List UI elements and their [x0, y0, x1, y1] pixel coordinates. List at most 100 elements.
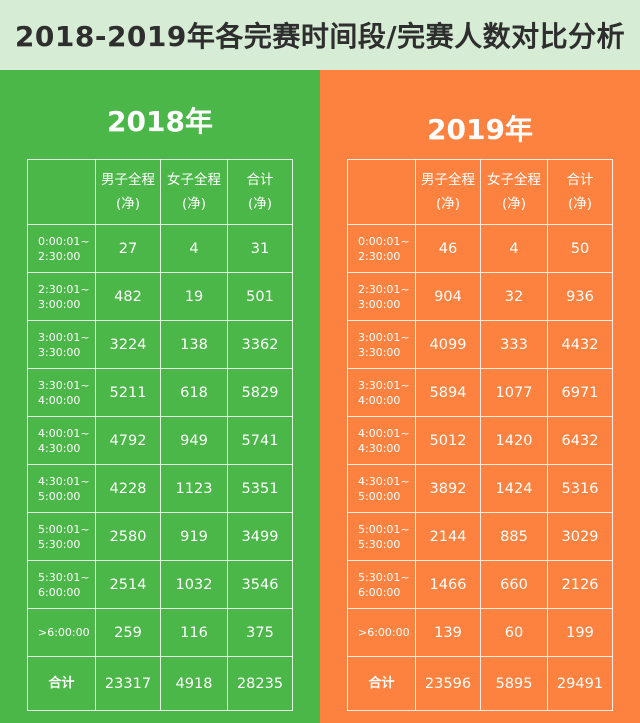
value-cell: 1420 — [480, 416, 548, 465]
value-cell: 919 — [160, 512, 228, 561]
value-cell: 3546 — [227, 560, 293, 609]
time-range-cell: 5:30:01~ 6:00:00 — [27, 560, 96, 609]
time-range-start: 3:00:01~ — [358, 330, 410, 344]
time-range-cell: 3:30:01~ 4:00:00 — [347, 368, 416, 417]
value-cell: 32 — [480, 272, 548, 321]
value-cell: 138 — [160, 320, 228, 369]
total-label: 合计 — [27, 656, 96, 711]
value-cell: 46 — [415, 224, 481, 273]
time-range-start: 5:30:01~ — [38, 570, 90, 584]
value-cell: 3892 — [415, 464, 481, 513]
corner-cell — [27, 159, 96, 225]
table-row: 2:30:01~ 3:00:00 482 19 501 — [27, 272, 293, 321]
panel-year-title: 2018年 — [107, 105, 213, 138]
time-range-end: 3:00:00 — [38, 297, 81, 311]
page-header: 2018-2019年各完赛时间段/完赛人数对比分析 — [0, 0, 640, 70]
table-header-row: 男子全程 (净) 女子全程 (净) 合计 (净) — [27, 159, 293, 225]
value-cell: 1466 — [415, 560, 481, 609]
table-row: 3:30:01~ 4:00:00 5211 618 5829 — [27, 368, 293, 417]
page-title: 2018-2019年各完赛时间段/完赛人数对比分析 — [14, 20, 626, 53]
panel-2019: 2019年 男子全程 (净) 女子全程 (净) 合计 (净) 0:00:01~ 2:30:0… — [320, 70, 640, 723]
value-cell: 50 — [547, 224, 613, 273]
time-range-start: 5:00:01~ — [358, 522, 410, 536]
column-header-line2: (净) — [501, 196, 527, 212]
table-row: 3:00:01~ 3:30:00 4099 333 4432 — [347, 320, 613, 369]
value-cell: 6971 — [547, 368, 613, 417]
value-cell: 5741 — [227, 416, 293, 465]
time-range-cell: 5:30:01~ 6:00:00 — [347, 560, 416, 609]
table-row: 0:00:01~ 2:30:00 46 4 50 — [347, 224, 613, 273]
time-range-end: 5:00:00 — [38, 489, 81, 503]
column-header: 女子全程 (净) — [160, 159, 228, 225]
value-cell: 2144 — [415, 512, 481, 561]
time-range-end: 4:00:00 — [358, 393, 401, 407]
value-cell: 949 — [160, 416, 228, 465]
column-header: 合计 (净) — [547, 159, 613, 225]
panel-2018: 2018年 男子全程 (净) 女子全程 (净) 合计 (净) 0:00:01~ 2:30:0… — [0, 70, 320, 723]
value-cell: 1032 — [160, 560, 228, 609]
value-cell: 116 — [160, 608, 228, 657]
value-cell: 885 — [480, 512, 548, 561]
time-range-end: 2:30:00 — [38, 249, 81, 263]
time-range-start: 3:00:01~ — [38, 330, 90, 344]
time-range-start: 4:00:01~ — [358, 426, 410, 440]
column-header-line1: 男子全程 — [101, 172, 155, 188]
column-header-line1: 女子全程 — [487, 172, 541, 188]
time-range-cell: 3:00:01~ 3:30:00 — [27, 320, 96, 369]
table-row: >6:00:00 139 60 199 — [347, 608, 613, 657]
value-cell: 19 — [160, 272, 228, 321]
time-range-cell: 4:00:01~ 4:30:00 — [27, 416, 96, 465]
table-row: 2:30:01~ 3:00:00 904 32 936 — [347, 272, 613, 321]
table-row: 3:00:01~ 3:30:00 3224 138 3362 — [27, 320, 293, 369]
time-range-end: 6:00:00 — [358, 585, 401, 599]
table-row: 5:00:01~ 5:30:00 2144 885 3029 — [347, 512, 613, 561]
table-row: 4:00:01~ 4:30:00 4792 949 5741 — [27, 416, 293, 465]
table-row: 4:30:01~ 5:00:00 3892 1424 5316 — [347, 464, 613, 513]
time-range-cell: 4:30:01~ 5:00:00 — [347, 464, 416, 513]
time-range-end: 3:30:00 — [358, 345, 401, 359]
column-header-line2: (净) — [247, 196, 273, 212]
table-row: 4:30:01~ 5:00:00 4228 1123 5351 — [27, 464, 293, 513]
value-cell: 5829 — [227, 368, 293, 417]
time-range-start: 4:30:01~ — [38, 474, 90, 488]
value-cell: 5316 — [547, 464, 613, 513]
value-cell: 904 — [415, 272, 481, 321]
time-range-start: 2:30:01~ — [38, 282, 90, 296]
time-range-end: 4:00:00 — [38, 393, 81, 407]
table-row: 0:00:01~ 2:30:00 27 4 31 — [27, 224, 293, 273]
column-header-line1: 男子全程 — [421, 172, 475, 188]
total-value-cell: 29491 — [547, 656, 613, 711]
value-cell: 3362 — [227, 320, 293, 369]
value-cell: 1424 — [480, 464, 548, 513]
time-range-start: 5:30:01~ — [358, 570, 410, 584]
table-row: 4:00:01~ 4:30:00 5012 1420 6432 — [347, 416, 613, 465]
value-cell: 501 — [227, 272, 293, 321]
time-range-cell: 2:30:01~ 3:00:00 — [347, 272, 416, 321]
time-range-cell: 5:00:01~ 5:30:00 — [347, 512, 416, 561]
value-cell: 1123 — [160, 464, 228, 513]
time-range-end: 4:30:00 — [38, 441, 81, 455]
time-range-end: 3:30:00 — [38, 345, 81, 359]
time-range-cell: 2:30:01~ 3:00:00 — [27, 272, 96, 321]
value-cell: 482 — [95, 272, 161, 321]
results-table: 男子全程 (净) 女子全程 (净) 合计 (净) 0:00:01~ 2:30:00 46 4 50… — [347, 159, 613, 711]
value-cell: 3499 — [227, 512, 293, 561]
time-range-start: 0:00:01~ — [358, 234, 410, 248]
value-cell: 4792 — [95, 416, 161, 465]
total-row: 合计 23596 5895 29491 — [347, 656, 613, 711]
column-header: 合计 (净) — [227, 159, 293, 225]
time-range-end: 5:00:00 — [358, 489, 401, 503]
value-cell: 1077 — [480, 368, 548, 417]
time-range-start: 4:00:01~ — [38, 426, 90, 440]
table-row: 5:00:01~ 5:30:00 2580 919 3499 — [27, 512, 293, 561]
time-range-cell: 4:00:01~ 4:30:00 — [347, 416, 416, 465]
value-cell: 199 — [547, 608, 613, 657]
value-cell: 3224 — [95, 320, 161, 369]
time-range-end: 6:00:00 — [38, 585, 81, 599]
time-range-cell: >6:00:00 — [27, 608, 96, 657]
time-range-cell: 3:00:01~ 3:30:00 — [347, 320, 416, 369]
panel-year-title: 2019年 — [427, 113, 533, 146]
column-header-line2: (净) — [115, 196, 141, 212]
time-range-end: 4:30:00 — [358, 441, 401, 455]
value-cell: 5012 — [415, 416, 481, 465]
